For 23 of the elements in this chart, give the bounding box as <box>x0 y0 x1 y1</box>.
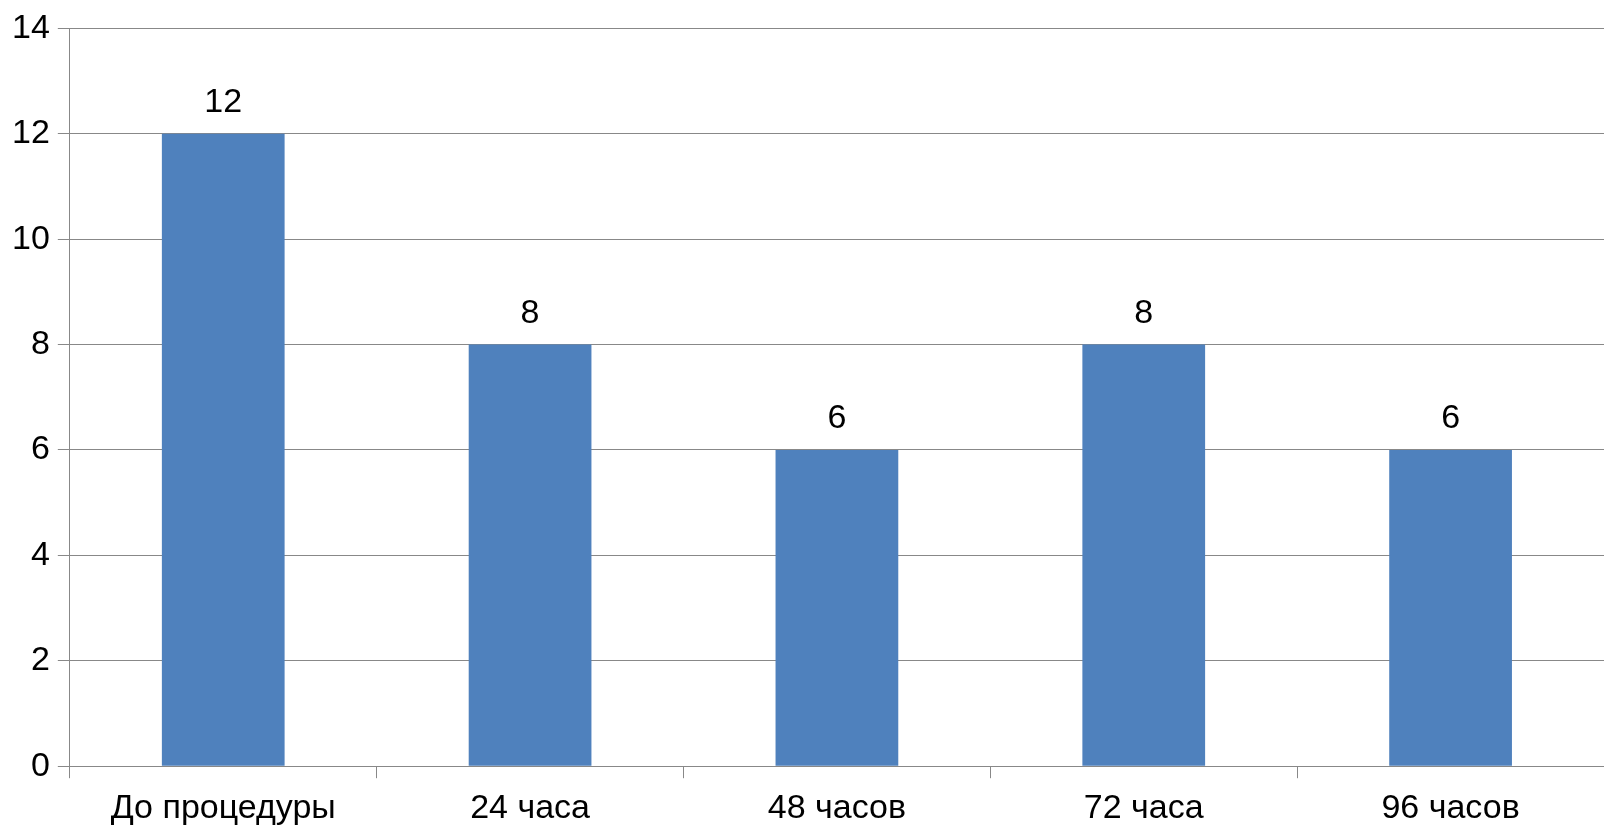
x-tick-label: 48 часов <box>767 786 907 825</box>
bar <box>775 450 899 766</box>
data-label: 12 <box>204 81 243 120</box>
bar <box>1082 344 1206 766</box>
y-tick-label: 12 <box>11 112 50 151</box>
x-tick-label: 96 часов <box>1381 786 1520 825</box>
x-tick-label: 24 часа <box>470 786 591 825</box>
y-tick-label: 8 <box>30 322 50 361</box>
bar <box>161 133 285 766</box>
x-tick-label: 72 часа <box>1083 786 1204 825</box>
data-label: 8 <box>1134 291 1154 330</box>
y-tick-label: 2 <box>30 639 50 678</box>
y-tick-label: 10 <box>11 217 50 256</box>
data-label: 6 <box>827 397 847 436</box>
data-label: 8 <box>520 291 540 330</box>
y-tick-label: 14 <box>11 6 50 45</box>
x-tick-label: До процедуры <box>110 786 336 825</box>
data-label: 6 <box>1441 397 1461 436</box>
bar <box>1389 450 1512 766</box>
y-tick-label: 4 <box>30 533 50 572</box>
bar <box>468 344 592 766</box>
y-tick-label: 6 <box>30 428 50 467</box>
y-tick-label: 0 <box>30 744 50 783</box>
